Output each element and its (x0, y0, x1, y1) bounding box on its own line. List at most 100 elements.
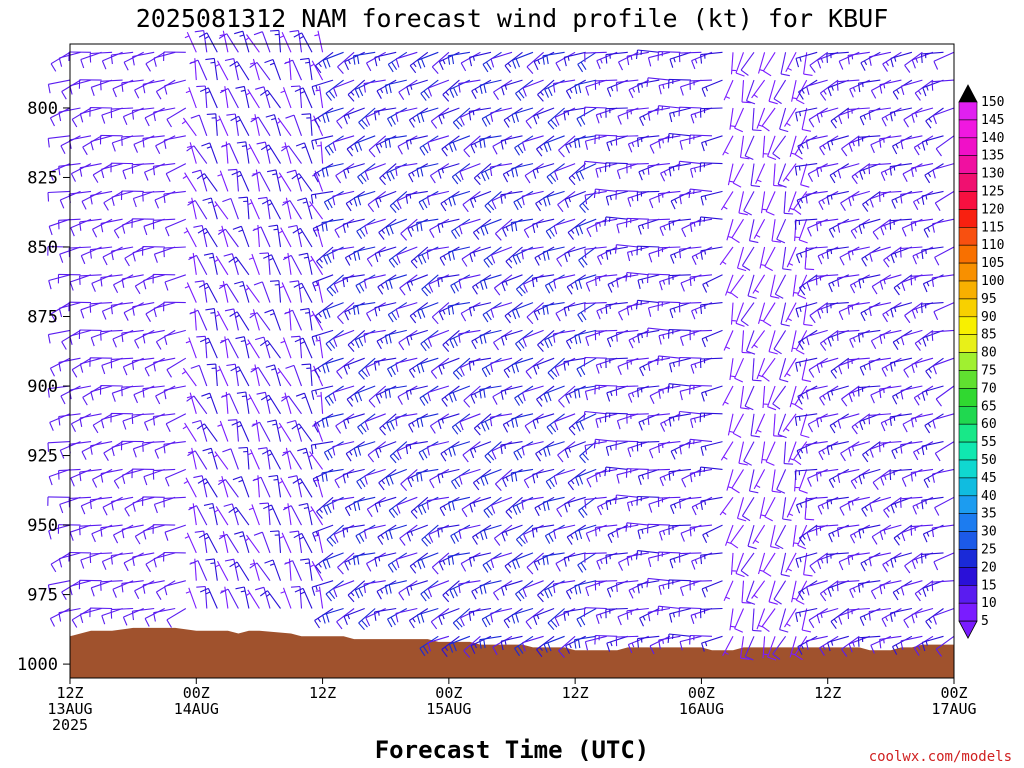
wind-barb (480, 218, 502, 236)
wind-barb (607, 274, 629, 293)
wind-barb (791, 330, 797, 353)
wind-barb (490, 357, 513, 373)
wind-barb (492, 385, 513, 405)
wind-barb (879, 385, 902, 399)
wind-barb (563, 107, 586, 121)
wind-barb (342, 524, 365, 538)
wind-barb (229, 61, 250, 81)
wind-barb (278, 477, 292, 498)
wind-barb (375, 385, 397, 404)
wind-barb (513, 441, 534, 461)
wind-barb (323, 496, 344, 515)
wind-barb (269, 280, 282, 303)
wind-barb (217, 479, 239, 498)
wind-barb (847, 302, 870, 315)
wind-barb (280, 337, 292, 359)
wind-barb (308, 255, 324, 276)
wind-barb (636, 441, 660, 452)
wind-barb (920, 552, 944, 564)
wind-barb (800, 163, 810, 188)
wind-barb (657, 551, 681, 562)
wind-barb (431, 552, 450, 575)
wind-barb (841, 385, 860, 407)
wind-barb (689, 580, 713, 591)
wind-barb (332, 385, 355, 402)
wind-barb (893, 274, 913, 296)
plot-frame (69, 43, 955, 679)
wind-barb (323, 246, 344, 265)
wind-barb (805, 496, 828, 508)
wind-barb (205, 57, 218, 81)
wind-barb (911, 357, 934, 374)
wind-barb (384, 79, 407, 95)
wind-barb (47, 441, 71, 452)
wind-barb (678, 410, 702, 421)
credit-link[interactable]: coolwx.com/models (869, 749, 1012, 765)
wind-barb (761, 107, 776, 132)
wind-barb (547, 107, 565, 130)
wind-barb (699, 412, 723, 423)
y-tick-label: 950 (27, 516, 58, 536)
wind-barb (110, 552, 134, 565)
wind-barb (437, 413, 460, 430)
wind-barb (336, 107, 355, 129)
wind-barb (762, 636, 768, 659)
wind-barb (934, 496, 955, 516)
wind-barb (794, 135, 808, 160)
wind-barb (301, 363, 313, 387)
wind-barb (558, 135, 576, 158)
wind-barb (526, 51, 544, 74)
wind-barb (462, 190, 481, 213)
wind-barb (755, 413, 766, 435)
wind-barb (358, 107, 376, 130)
wind-barb (836, 329, 860, 341)
wind-barb (259, 89, 281, 109)
wind-barb (768, 330, 778, 355)
colorbar-swatch (958, 567, 978, 586)
wind-barb (245, 339, 260, 359)
wind-barb (261, 199, 281, 220)
wind-barb (730, 302, 737, 325)
wind-barb (442, 329, 460, 352)
wind-barb (805, 441, 828, 454)
wind-barb (489, 413, 513, 427)
wind-barb (406, 274, 428, 292)
wind-barb (533, 107, 555, 125)
wind-barb (479, 79, 502, 95)
wind-barb (544, 524, 565, 544)
wind-barb (584, 302, 607, 313)
wind-barb (669, 607, 692, 623)
wind-barb (441, 635, 460, 658)
wind-barb (219, 30, 229, 53)
wind-barb (523, 218, 544, 238)
wind-barb (293, 532, 313, 554)
wind-barb (397, 385, 418, 405)
wind-barb (235, 85, 250, 109)
wind-barb (429, 468, 450, 489)
colorbar-label: 70 (981, 381, 997, 396)
wind-barb (647, 273, 670, 284)
wind-barb (922, 329, 944, 347)
wind-barb (409, 552, 429, 574)
wind-barb (522, 580, 544, 598)
wind-barb (533, 357, 555, 375)
wind-barb-layer (47, 29, 955, 661)
wind-barb (285, 364, 303, 387)
wind-barb (337, 51, 355, 74)
wind-barb (197, 478, 218, 498)
wind-barb (81, 190, 102, 210)
wind-barb (347, 329, 366, 352)
wind-barb (347, 580, 366, 603)
wind-barb (594, 274, 618, 287)
wind-barb (532, 468, 555, 484)
wind-barb (658, 580, 681, 595)
wind-barb (48, 274, 71, 290)
wind-barb (889, 107, 913, 122)
wind-barb (734, 357, 745, 383)
wind-barb (637, 79, 660, 93)
wind-barb (594, 524, 618, 537)
wind-barb (384, 580, 407, 595)
wind-barb (284, 309, 303, 331)
wind-barb (625, 217, 649, 228)
